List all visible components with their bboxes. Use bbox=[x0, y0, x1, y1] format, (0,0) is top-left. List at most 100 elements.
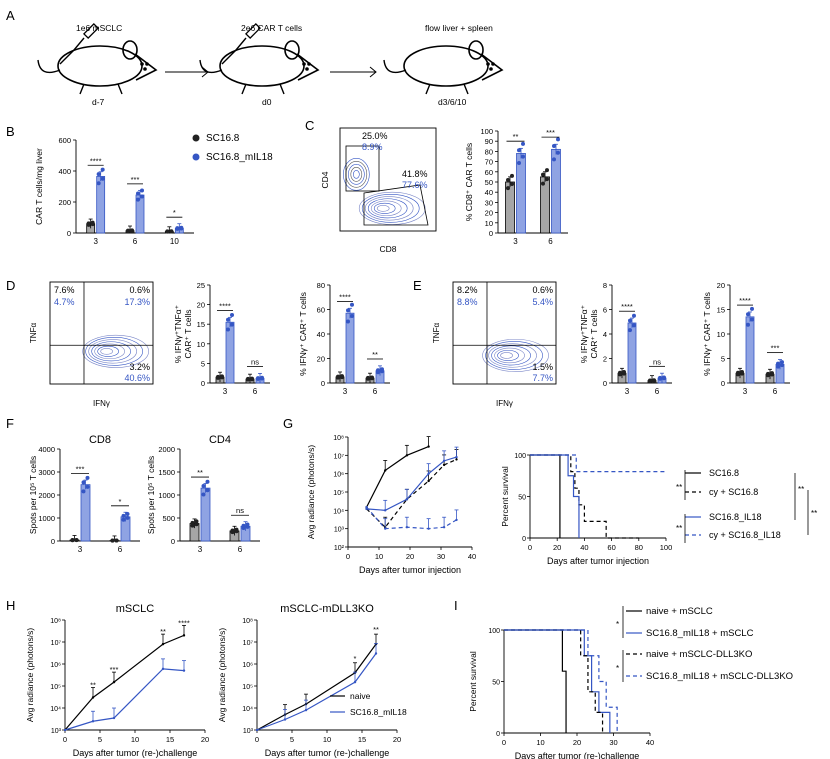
chart-title: mSCLC-mDLL3KO bbox=[280, 603, 374, 615]
series-line bbox=[530, 454, 666, 473]
flow-x-label: IFNγ bbox=[93, 399, 110, 408]
arrow-right-icon bbox=[330, 66, 377, 78]
series-line bbox=[530, 454, 580, 538]
x-tick-label: 6 bbox=[548, 237, 553, 246]
data-point bbox=[340, 374, 344, 379]
y-tick-label: 90 bbox=[485, 137, 493, 146]
y-tick-label: 25 bbox=[197, 281, 205, 290]
significance-label: **** bbox=[90, 156, 102, 165]
contour bbox=[343, 158, 370, 191]
arrow-right-icon bbox=[165, 66, 209, 78]
data-point bbox=[510, 182, 514, 187]
y-tick-label: 5 bbox=[201, 359, 205, 368]
gate-percent-cd4-mil18: 8.9% bbox=[362, 142, 383, 152]
y-tick-label: 10² bbox=[334, 545, 345, 552]
significance-label: *** bbox=[131, 175, 140, 184]
quadrant-tl-sc168: 7.6% bbox=[54, 285, 75, 295]
quadrant-tl-mil18: 8.8% bbox=[457, 297, 478, 307]
data-point bbox=[780, 363, 784, 368]
data-point bbox=[125, 511, 130, 516]
data-point bbox=[622, 370, 626, 375]
data-point bbox=[370, 375, 374, 380]
y-tick-label: 10⁶ bbox=[333, 472, 344, 479]
syringe-icon bbox=[221, 23, 261, 65]
data-point bbox=[194, 522, 199, 527]
panel-h-mSCLC: 10³ 10⁴ 10⁵ 10⁶ 10⁷ 10⁸ 0 5 10 15 20 Avg radiance (… bbox=[25, 603, 209, 758]
x-tick-label: 6 bbox=[118, 545, 123, 554]
data-point bbox=[63, 728, 67, 732]
significance-label: *** bbox=[76, 465, 85, 474]
x-tick-label: 20 bbox=[573, 738, 581, 747]
data-point bbox=[545, 177, 549, 182]
data-point bbox=[81, 480, 86, 485]
panel-e-bar2: 0 5 10 15 20 3 **** 6 *** % IFNγ⁺ CAR⁺ T cells bbox=[702, 281, 790, 396]
y-tick-label: 100 bbox=[514, 453, 526, 460]
panel-f-cd8: 0 1000 2000 3000 4000 3 *** 6 * Spots per 10⁵ T c… bbox=[28, 434, 140, 554]
data-point bbox=[556, 150, 560, 155]
y-tick-label: 10 bbox=[717, 330, 725, 339]
data-point bbox=[226, 317, 230, 322]
data-point bbox=[618, 370, 622, 375]
contour bbox=[370, 200, 402, 217]
chart-title: CD8 bbox=[89, 434, 111, 446]
legend-label: SC16.8 bbox=[206, 133, 240, 144]
data-point bbox=[780, 360, 784, 365]
x-tick-label: 10 bbox=[131, 735, 139, 744]
a-label-inject1: 1e6 mSCLC bbox=[76, 23, 122, 33]
data-point bbox=[205, 488, 210, 493]
series-line bbox=[256, 643, 377, 731]
panel-e-bar1: 0 2 4 6 8 3 **** 6 ns % IFNγ⁺TNFα⁺ CAR⁺ T cells bbox=[579, 281, 672, 396]
contour bbox=[353, 170, 360, 179]
data-point bbox=[506, 186, 510, 191]
quadrant-tr-sc168: 0.6% bbox=[129, 285, 150, 295]
x-tick-label: 6 bbox=[133, 237, 138, 246]
mouse-eye bbox=[486, 62, 490, 66]
y-tick-label: 15 bbox=[197, 320, 205, 329]
data-point bbox=[190, 520, 195, 525]
y-tick-label: 60 bbox=[317, 306, 325, 315]
significance-label: * bbox=[173, 208, 176, 217]
x-tick-label: 6 bbox=[773, 387, 778, 396]
panel-label-h: H bbox=[6, 598, 15, 613]
legend-marker-sc168-mil18 bbox=[192, 153, 200, 161]
data-point bbox=[746, 312, 750, 317]
y-tick-label: 10⁴ bbox=[333, 508, 344, 515]
a-day2: d0 bbox=[262, 97, 272, 107]
data-point bbox=[205, 479, 210, 484]
y-tick-label: 50 bbox=[518, 495, 526, 502]
y-tick-label: 10⁴ bbox=[50, 706, 61, 713]
y-tick-label: 1000 bbox=[38, 514, 55, 523]
significance-label: ** bbox=[811, 509, 817, 518]
significance-label: ns bbox=[236, 506, 244, 515]
x-tick-label: 3 bbox=[78, 545, 83, 554]
data-point bbox=[201, 483, 206, 488]
data-point bbox=[140, 194, 144, 199]
data-point bbox=[336, 374, 340, 379]
y-tick-label: 0 bbox=[522, 536, 526, 543]
x-tick-label: 3 bbox=[513, 237, 518, 246]
mouse-tail bbox=[37, 59, 61, 74]
x-axis-label: Days after tumor injection bbox=[359, 565, 461, 575]
data-point bbox=[541, 181, 545, 186]
y-tick-label: 20 bbox=[197, 301, 205, 310]
data-point bbox=[241, 523, 246, 528]
data-point bbox=[750, 306, 754, 311]
y-tick-label: 10 bbox=[485, 219, 493, 228]
flow-y-label: CD4 bbox=[320, 171, 330, 188]
panel-label-a: A bbox=[6, 8, 15, 23]
data-point bbox=[85, 475, 90, 480]
y-tick-label: 10⁸ bbox=[242, 618, 253, 625]
data-point bbox=[114, 538, 119, 543]
quadrant-tr-mil18: 17.3% bbox=[124, 297, 150, 307]
data-point bbox=[736, 370, 740, 375]
contour bbox=[100, 348, 113, 355]
x-tick-label: 0 bbox=[528, 543, 532, 552]
mouse-eye bbox=[145, 62, 149, 66]
data-point bbox=[74, 537, 79, 542]
panel-g-radiance: 10² 10³ 10⁴ 10⁵ 10⁶ 10⁷ 10⁸ 0 10 20 30 40 Avg radian… bbox=[306, 435, 476, 575]
quadrant-tl-sc168: 8.2% bbox=[457, 285, 478, 295]
y-axis-label: Avg radiance (photons/s) bbox=[306, 445, 316, 540]
contour bbox=[494, 347, 525, 364]
series-line bbox=[504, 629, 611, 733]
y-tick-label: 0 bbox=[171, 537, 175, 546]
